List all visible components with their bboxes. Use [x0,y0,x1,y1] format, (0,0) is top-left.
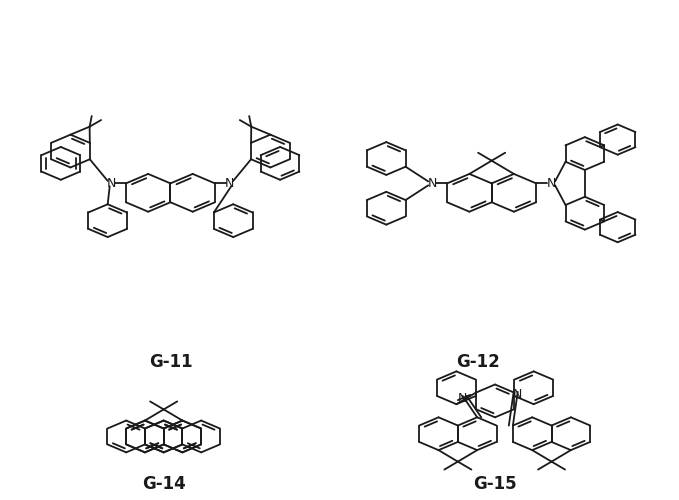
Text: G-15: G-15 [473,474,517,492]
Text: N: N [428,177,437,190]
Text: G-14: G-14 [142,474,185,492]
Text: N: N [458,392,467,405]
Text: N: N [513,388,522,401]
Text: G-11: G-11 [149,353,192,371]
Text: G-12: G-12 [456,353,500,371]
Text: N: N [225,177,234,190]
Text: N: N [547,177,555,190]
Text: N: N [107,177,115,190]
